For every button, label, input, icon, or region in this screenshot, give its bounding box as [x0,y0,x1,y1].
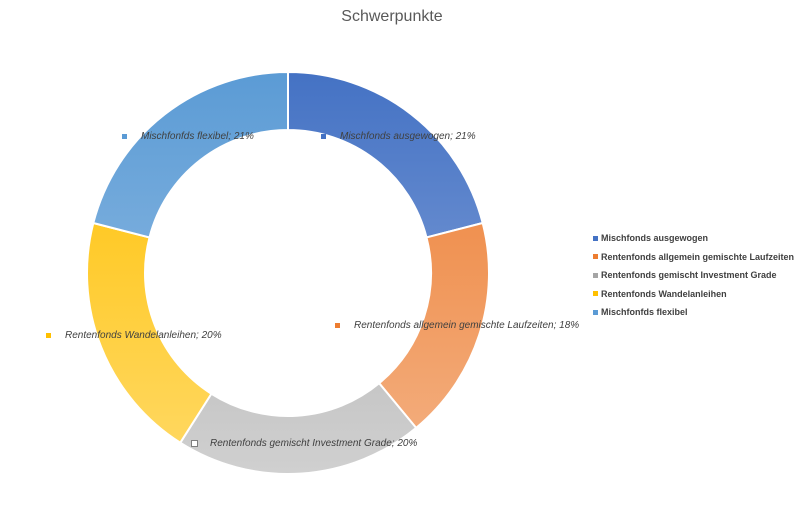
label-text: Mischfonfds flexibel; 21% [141,131,254,142]
label-text: Rentenfonds gemischt Investment Grade; 2… [210,438,418,449]
label-text: Rentenfonds Wandelanleihen; 20% [65,330,222,341]
legend-swatch [593,309,598,315]
chart-title: Schwerpunkte [341,8,443,25]
data-label-mischfonfds-flexibel: Mischfonfds flexibel; 21% [122,131,254,142]
label-marker [335,323,340,328]
legend-swatch [593,235,598,241]
data-label-mischfonds-ausgewogen: Mischfonds ausgewogen; 21% [321,131,476,142]
legend-swatch [593,254,598,260]
slice-mischfonds-ausgewogen [287,70,484,239]
label-text: Rentenfonds allgemein gemischte Laufzeit… [354,320,580,331]
legend-label: Mischfonds ausgewogen [601,233,709,244]
label-marker [122,134,127,139]
data-label-rentenfonds-investment-grade: Rentenfonds gemischt Investment Grade; 2… [191,438,417,449]
legend-item-rentenfonds-laufzeiten: Rentenfonds allgemein gemischte Laufzeit… [593,248,794,267]
legend-label: Rentenfonds gemischt Investment Grade [601,270,777,281]
legend-swatch [593,291,598,297]
legend-item-rentenfonds-wandelanleihen: Rentenfonds Wandelanleihen [593,285,794,304]
legend-label: Rentenfonds Wandelanleihen [601,288,727,299]
legend-label: Mischfonfds flexibel [601,307,688,318]
data-label-rentenfonds-wandelanleihen: Rentenfonds Wandelanleihen; 20% [46,330,222,341]
chart-legend: Mischfonds ausgewogen Rentenfonds allgeme… [593,229,794,322]
legend-label: Rentenfonds allgemein gemischte Laufzeit… [601,251,794,262]
data-label-rentenfonds-laufzeiten: Rentenfonds allgemein gemischte Laufzeit… [335,320,579,331]
legend-item-mischfonds-ausgewogen: Mischfonds ausgewogen [593,229,794,248]
slice-rentenfonds-investment-grade [178,381,418,475]
label-marker [46,333,51,338]
label-marker [191,440,198,447]
label-text: Mischfonds ausgewogen; 21% [340,131,476,142]
label-marker [321,134,326,139]
legend-item-rentenfonds-investment-grade: Rentenfonds gemischt Investment Grade [593,266,794,285]
slice-mischfonfds-flexibel [92,70,289,239]
legend-item-mischfonfds-flexibel: Mischfonfds flexibel [593,303,794,322]
legend-swatch [593,272,598,278]
